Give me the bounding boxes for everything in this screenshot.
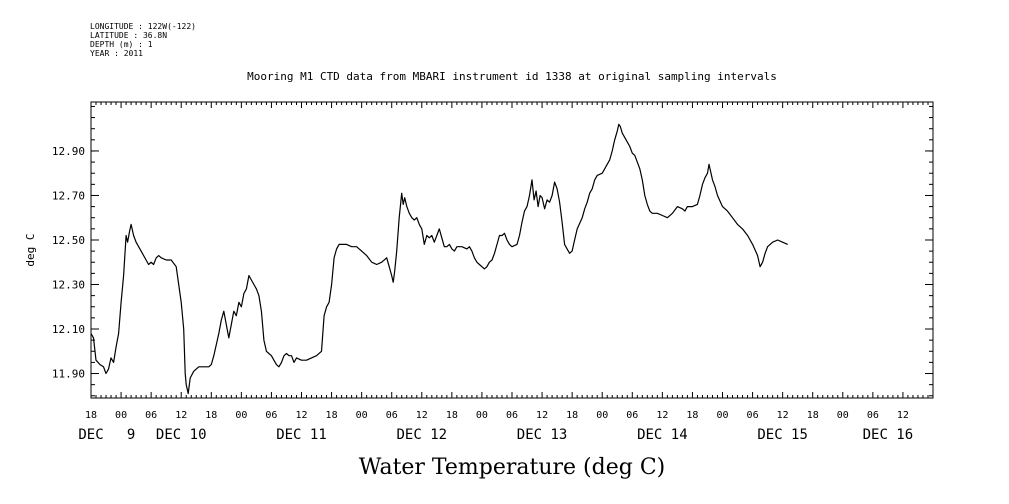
x-day-label: DEC — [78, 427, 103, 443]
plot-frame — [90, 101, 934, 399]
x-hour-label: 18 — [205, 410, 217, 421]
x-day-label: 9 — [127, 427, 135, 443]
x-hour-label: 12 — [536, 410, 548, 421]
x-hour-label: 18 — [686, 410, 698, 421]
x-hour-label: 00 — [837, 410, 849, 421]
x-hour-label: 18 — [326, 410, 338, 421]
x-hour-label: 12 — [295, 410, 307, 421]
series-line — [90, 123, 788, 395]
y-tick-label: 12.30 — [52, 278, 85, 291]
y-tick-labels: 11.90 12.10 12.30 12.50 12.70 12.90 — [52, 145, 85, 381]
x-hour-label: 18 — [566, 410, 578, 421]
x-hour-label: 12 — [416, 410, 428, 421]
depth-label: DEPTH (m) : 1 — [90, 40, 153, 49]
x-hour-label: 06 — [506, 410, 518, 421]
y-tick-label: 12.70 — [52, 189, 85, 202]
y-tick-label: 11.90 — [52, 368, 85, 381]
x-hour-label: 18 — [807, 410, 819, 421]
x-hour-label: 12 — [175, 410, 187, 421]
x-hour-label: 06 — [265, 410, 277, 421]
x-hour-label: 00 — [476, 410, 488, 421]
x-day-label: DEC 15 — [757, 427, 808, 443]
x-hour-label: 12 — [897, 410, 909, 421]
x-hour-label: 12 — [777, 410, 789, 421]
x-hour-label: 12 — [656, 410, 668, 421]
x-day-label: DEC 16 — [863, 427, 914, 443]
x-hour-label: 00 — [235, 410, 247, 421]
x-hour-label: 06 — [867, 410, 879, 421]
metadata-block: LONGITUDE : 122W(-122) LATITUDE : 36.8N … — [90, 22, 196, 58]
x-hour-label: 06 — [145, 410, 157, 421]
x-tick-labels: 18 00 06 12 18 00 06 12 18 00 06 12 18 00 06 12 18 00 06 12… — [78, 410, 913, 443]
x-hour-label: 18 — [446, 410, 458, 421]
series-layer — [90, 123, 788, 395]
latitude-label: LATITUDE : 36.8N — [90, 31, 168, 40]
x-day-label: DEC 12 — [396, 427, 447, 443]
x-hour-label: 00 — [356, 410, 368, 421]
x-hour-label: 00 — [716, 410, 728, 421]
x-day-label: DEC 14 — [637, 427, 688, 443]
x-axis-label: Water Temperature (deg C) — [359, 455, 666, 480]
longitude-label: LONGITUDE : 122W(-122) — [90, 22, 196, 31]
chart-title: Mooring M1 CTD data from MBARI instrumen… — [247, 70, 777, 83]
y-tick-label: 12.90 — [52, 145, 85, 158]
x-day-label: DEC 11 — [276, 427, 327, 443]
x-day-label: DEC 10 — [156, 427, 207, 443]
x-day-label: DEC 13 — [517, 427, 568, 443]
x-hour-label: 06 — [626, 410, 638, 421]
x-hour-label: 18 — [85, 410, 97, 421]
year-label: YEAR : 2011 — [90, 49, 143, 58]
x-hour-label: 06 — [747, 410, 759, 421]
x-hour-label: 00 — [596, 410, 608, 421]
y-axis-label: deg C — [24, 233, 37, 266]
y-tick-label: 12.10 — [52, 323, 85, 336]
axis-ticks — [90, 102, 934, 398]
x-hour-label: 00 — [115, 410, 127, 421]
x-hour-label: 06 — [386, 410, 398, 421]
y-tick-label: 12.50 — [52, 234, 85, 247]
